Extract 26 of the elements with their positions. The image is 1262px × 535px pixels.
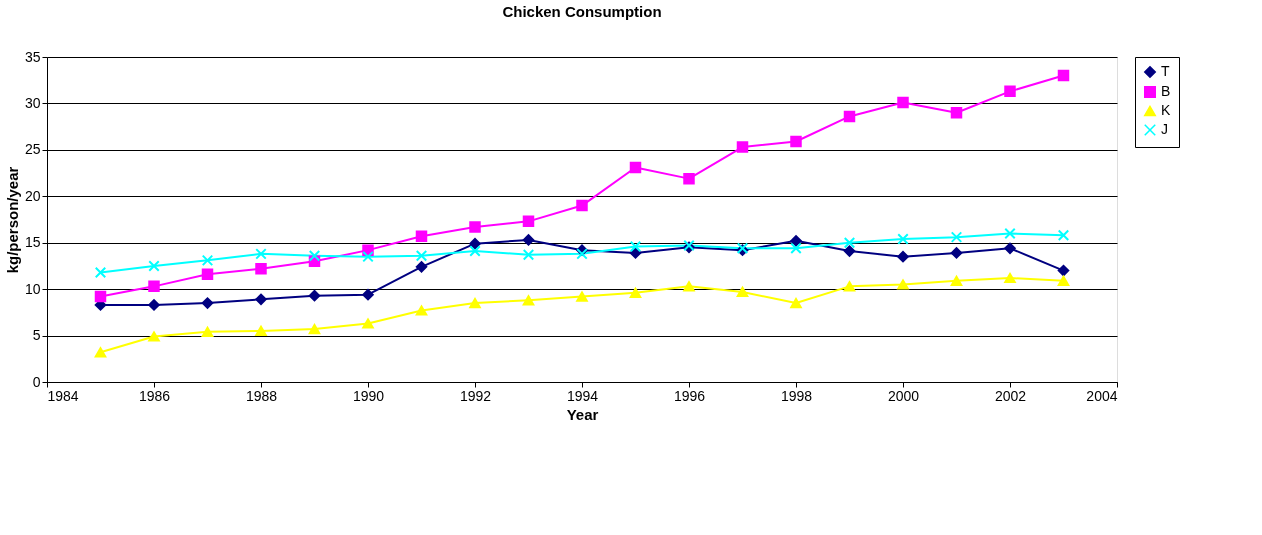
y-tick-label: 20 xyxy=(24,187,41,204)
y-tick-label: 15 xyxy=(24,234,41,251)
x-tick-label: 2000 xyxy=(887,387,920,404)
x-tick-label: 1996 xyxy=(673,387,706,404)
chart-title: Chicken Consumption xyxy=(502,3,662,20)
legend-label: K xyxy=(1161,102,1171,118)
legend-label: B xyxy=(1161,83,1171,99)
x-tick-label: 1990 xyxy=(352,387,385,404)
x-tick-label: 1992 xyxy=(459,387,492,404)
x-tick-label: 1994 xyxy=(566,387,599,404)
x-tick-label: 1984 xyxy=(47,387,79,404)
y-tick-label: 0 xyxy=(32,373,41,390)
x-tick-label: 2004 xyxy=(1086,387,1118,404)
legend-label: J xyxy=(1161,121,1168,137)
y-tick-label: 25 xyxy=(24,141,41,158)
x-axis-title: Year xyxy=(566,405,599,423)
y-axis-title: kg/person/year xyxy=(3,166,21,274)
x-tick-label: 1988 xyxy=(245,387,278,404)
legend-label: T xyxy=(1161,63,1170,79)
x-tick-label: 1998 xyxy=(780,387,813,404)
y-tick-label: 35 xyxy=(24,48,41,65)
y-tick-label: 10 xyxy=(24,280,41,297)
y-tick-label: 30 xyxy=(24,94,41,111)
x-tick-label: 2002 xyxy=(994,387,1027,404)
y-tick-label: 5 xyxy=(32,327,41,344)
x-tick-label: 1986 xyxy=(138,387,171,404)
